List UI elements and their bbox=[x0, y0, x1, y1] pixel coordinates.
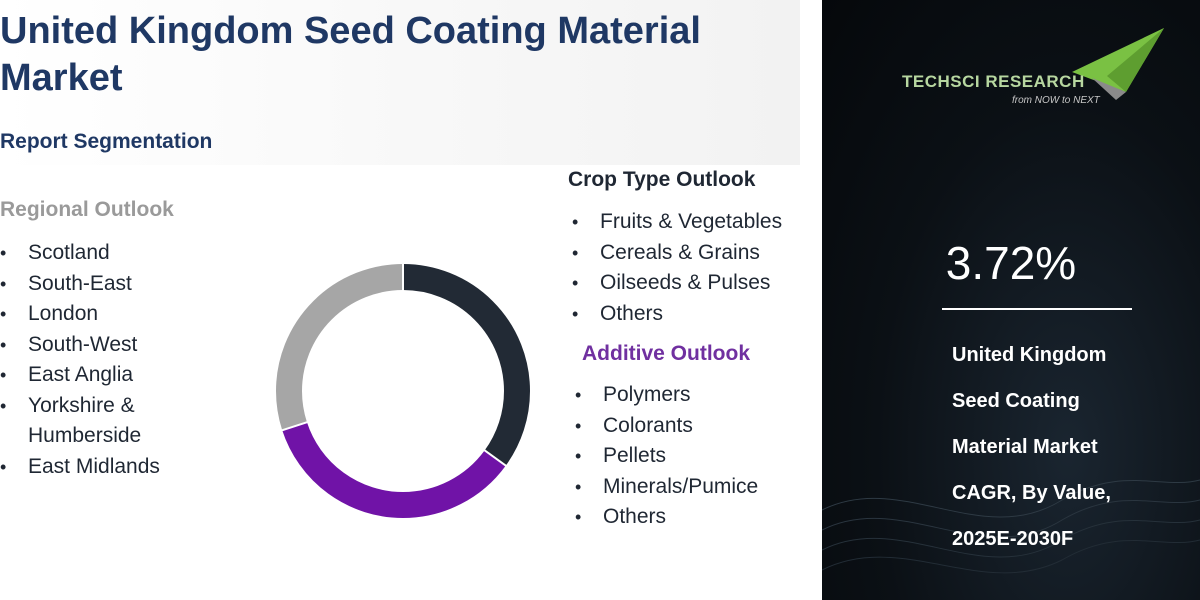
crop-type-outlook-heading: Crop Type Outlook bbox=[568, 168, 756, 191]
donut-separator-1 bbox=[483, 448, 508, 468]
cagr-description: United Kingdom Seed Coating Material Mar… bbox=[952, 332, 1192, 562]
cagr-description-line: Material Market bbox=[952, 436, 1098, 458]
donut-segment-1 bbox=[276, 264, 530, 518]
list-item: South-West bbox=[0, 330, 220, 361]
brand-name: TECHSCI RESEARCH bbox=[902, 72, 1085, 91]
divider bbox=[942, 308, 1132, 310]
techsci-logo-icon bbox=[1072, 28, 1164, 100]
list-item: Pellets bbox=[575, 441, 815, 472]
additive-outlook-list: Polymers Colorants Pellets Minerals/Pumi… bbox=[575, 380, 815, 533]
page-title: United Kingdom Seed Coating Material Mar… bbox=[0, 10, 701, 99]
wave-mesh-decoration bbox=[822, 479, 1200, 574]
cagr-description-line: 2025E-2030F bbox=[952, 528, 1074, 550]
content-panel: United Kingdom Seed Coating Material Mar… bbox=[0, 0, 820, 600]
list-item: Others bbox=[575, 502, 815, 533]
additive-outlook-heading: Additive Outlook bbox=[582, 342, 750, 365]
list-item: Polymers bbox=[575, 380, 815, 411]
list-item: East Midlands bbox=[0, 452, 220, 483]
list-item: Scotland bbox=[0, 238, 220, 269]
list-item: Fruits & Vegetables bbox=[572, 207, 812, 238]
regional-outlook-heading: Regional Outlook bbox=[0, 198, 174, 221]
cagr-description-line: United Kingdom bbox=[952, 344, 1107, 366]
title-band bbox=[0, 0, 800, 165]
crop-type-outlook-list: Fruits & Vegetables Cereals & Grains Oil… bbox=[572, 207, 812, 329]
list-item: Yorkshire & Humberside bbox=[0, 391, 220, 452]
page-subtitle: Report Segmentation bbox=[0, 130, 213, 153]
list-item: South-East bbox=[0, 269, 220, 300]
list-item: Cereals & Grains bbox=[572, 238, 812, 269]
cagr-sidebar: TECHSCI RESEARCH from NOW to NEXT 3.72% … bbox=[822, 0, 1200, 600]
list-item: Oilseeds & Pulses bbox=[572, 268, 812, 299]
list-item: Colorants bbox=[575, 411, 815, 442]
donut-separator-2 bbox=[280, 420, 309, 432]
cagr-description-line: Seed Coating bbox=[952, 390, 1080, 412]
list-item: London bbox=[0, 299, 220, 330]
segmentation-donut bbox=[276, 263, 530, 518]
regional-outlook-list: Scotland South-East London South-West Ea… bbox=[0, 238, 220, 482]
brand-tagline: from NOW to NEXT bbox=[1012, 95, 1100, 106]
list-item: Others bbox=[572, 299, 812, 330]
list-item: Minerals/Pumice bbox=[575, 472, 815, 503]
donut-segments bbox=[276, 263, 530, 518]
cagr-value: 3.72% bbox=[945, 237, 1077, 289]
list-item: East Anglia bbox=[0, 360, 220, 391]
cagr-description-line: CAGR, By Value, bbox=[952, 482, 1111, 504]
